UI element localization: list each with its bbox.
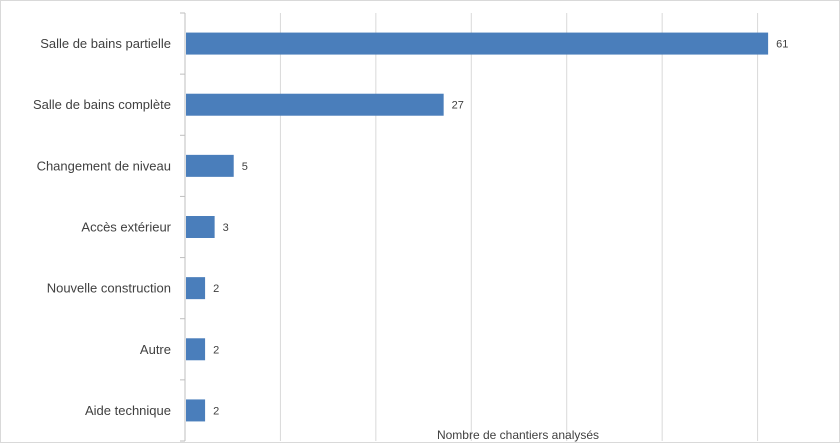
bar — [186, 216, 215, 238]
category-label: Changement de niveau — [37, 158, 171, 173]
data-label: 2 — [213, 405, 219, 417]
data-label: 27 — [452, 100, 464, 112]
data-label: 3 — [223, 222, 229, 234]
category-label: Salle de bains complète — [33, 97, 171, 112]
data-label: 61 — [776, 39, 788, 51]
category-label: Aide technique — [85, 403, 171, 418]
data-label: 2 — [213, 344, 219, 356]
bars — [186, 32, 769, 422]
bar — [186, 277, 206, 300]
category-axis — [180, 12, 186, 442]
category-labels: Salle de bains partielle Salle de bains c… — [33, 36, 172, 418]
bar — [186, 154, 234, 177]
category-label: Autre — [140, 342, 171, 357]
value-labels: 61 27 5 3 2 2 2 — [213, 39, 788, 418]
x-axis-title: Nombre de chantiers analysés — [437, 428, 599, 442]
gridlines — [279, 13, 759, 441]
data-label: 2 — [213, 283, 219, 295]
bar — [186, 399, 206, 422]
bar — [186, 93, 444, 116]
category-label: Accès extérieur — [81, 220, 171, 235]
bar — [186, 338, 206, 361]
category-label: Salle de bains partielle — [40, 36, 171, 51]
bar — [186, 32, 769, 55]
data-label: 5 — [242, 161, 248, 173]
category-label: Nouvelle construction — [47, 281, 171, 296]
